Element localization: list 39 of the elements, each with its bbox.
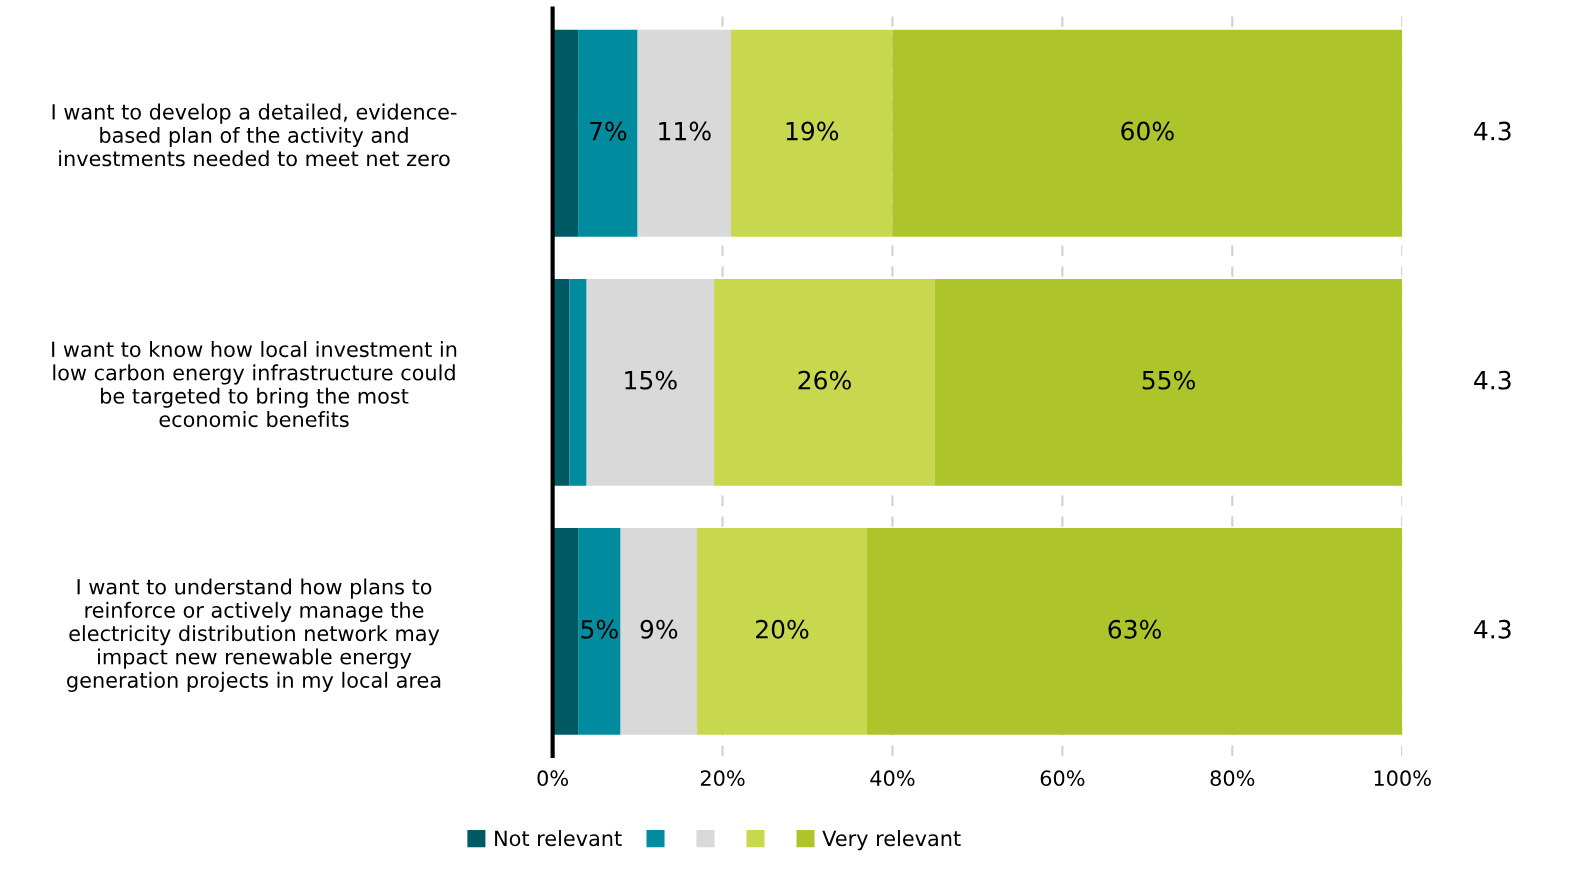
legend-label: Very relevant	[822, 830, 961, 851]
data-label: 26%	[798, 370, 851, 390]
x-tick-label: 40%	[870, 770, 915, 787]
data-label: 5%	[581, 619, 618, 639]
data-label: 15%	[625, 370, 677, 390]
bar	[620, 528, 698, 735]
text: 4.3	[1474, 619, 1511, 639]
data-label: 60%	[1121, 121, 1174, 141]
y-tick-label: I want to understand how plans to reinforce or actively manage the electricity distribution network may impact new renewable energy generation projects in my local area	[67, 578, 441, 692]
data-label: 55%	[1142, 370, 1195, 390]
x-tick-label: 80%	[1210, 770, 1255, 787]
data-label: 63%	[1108, 619, 1161, 639]
text: 4.3	[1474, 370, 1511, 390]
bar	[578, 528, 621, 735]
bar	[697, 528, 867, 735]
bar	[934, 278, 1403, 486]
bar	[569, 278, 587, 486]
bar	[578, 29, 638, 237]
bar	[552, 29, 579, 237]
bar	[552, 528, 579, 735]
bar	[714, 278, 935, 486]
bar	[731, 29, 893, 237]
x-tick-label: 60%	[1040, 770, 1085, 787]
legend-label: Not relevant	[495, 830, 622, 847]
bar	[637, 29, 732, 237]
text: 4.3	[1474, 121, 1511, 141]
bar	[586, 278, 715, 486]
data-label: 20%	[756, 619, 809, 639]
x-tick-label: 100%	[1374, 770, 1431, 787]
data-label: 19%	[786, 121, 839, 141]
x-tick-label: 0%	[537, 770, 568, 787]
x-tick-label: 20%	[700, 770, 745, 787]
y-tick-label: I want to develop a detailed, evidence- based plan of the activity and investments needed to meet net zero	[52, 103, 457, 167]
data-label: 11%	[659, 121, 711, 141]
data-label: 9%	[640, 619, 678, 639]
bar	[866, 528, 1403, 735]
bar	[892, 29, 1403, 237]
data-label: 7%	[590, 121, 627, 141]
y-tick-label: I want to know how local investment in low carbon energy infrastructure could be targeted to bring the most economic benefits	[52, 341, 457, 428]
